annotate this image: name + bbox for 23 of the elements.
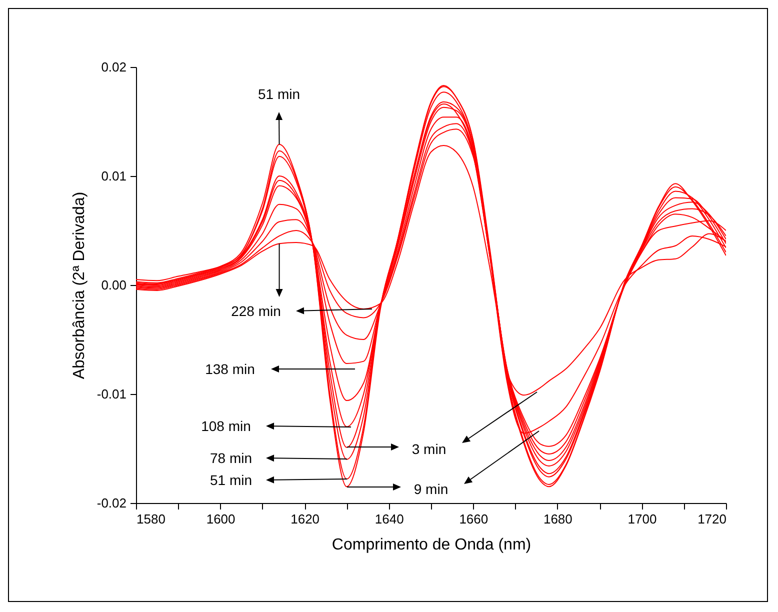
y-tick-label: -0.01 (96, 386, 126, 402)
y-tick-label: 0.00 (101, 278, 126, 292)
annotation: 3 min (412, 440, 446, 457)
x-tick-label: 1580 (136, 512, 166, 526)
annotation: 108 min (201, 418, 251, 434)
x-tick-label: 1720 (698, 512, 726, 526)
annotation: 51 min (258, 86, 300, 102)
x-tick-label: 1620 (290, 512, 320, 526)
annotation: 9 min (414, 480, 448, 497)
x-tick-label: 1640 (374, 512, 404, 526)
annotation: 138 min (205, 360, 255, 377)
x-axis-title: Comprimento de Onda (nm) (332, 536, 532, 554)
y-tick-label: -0.02 (96, 496, 126, 510)
x-tick-label: 1680 (543, 512, 572, 526)
x-tick-label: 1700 (628, 512, 657, 526)
y-axis-title: Absorbância (2ª Derivada) (70, 192, 88, 380)
y-tick-label: 0.01 (101, 168, 126, 184)
annotation: 228 min (231, 302, 281, 319)
annotation: 78 min (210, 450, 252, 466)
x-tick-label: 1600 (206, 512, 236, 526)
x-tick-label: 1660 (459, 512, 488, 526)
y-tick-label: 0.02 (101, 60, 126, 74)
annotation: 51 min (210, 472, 252, 488)
